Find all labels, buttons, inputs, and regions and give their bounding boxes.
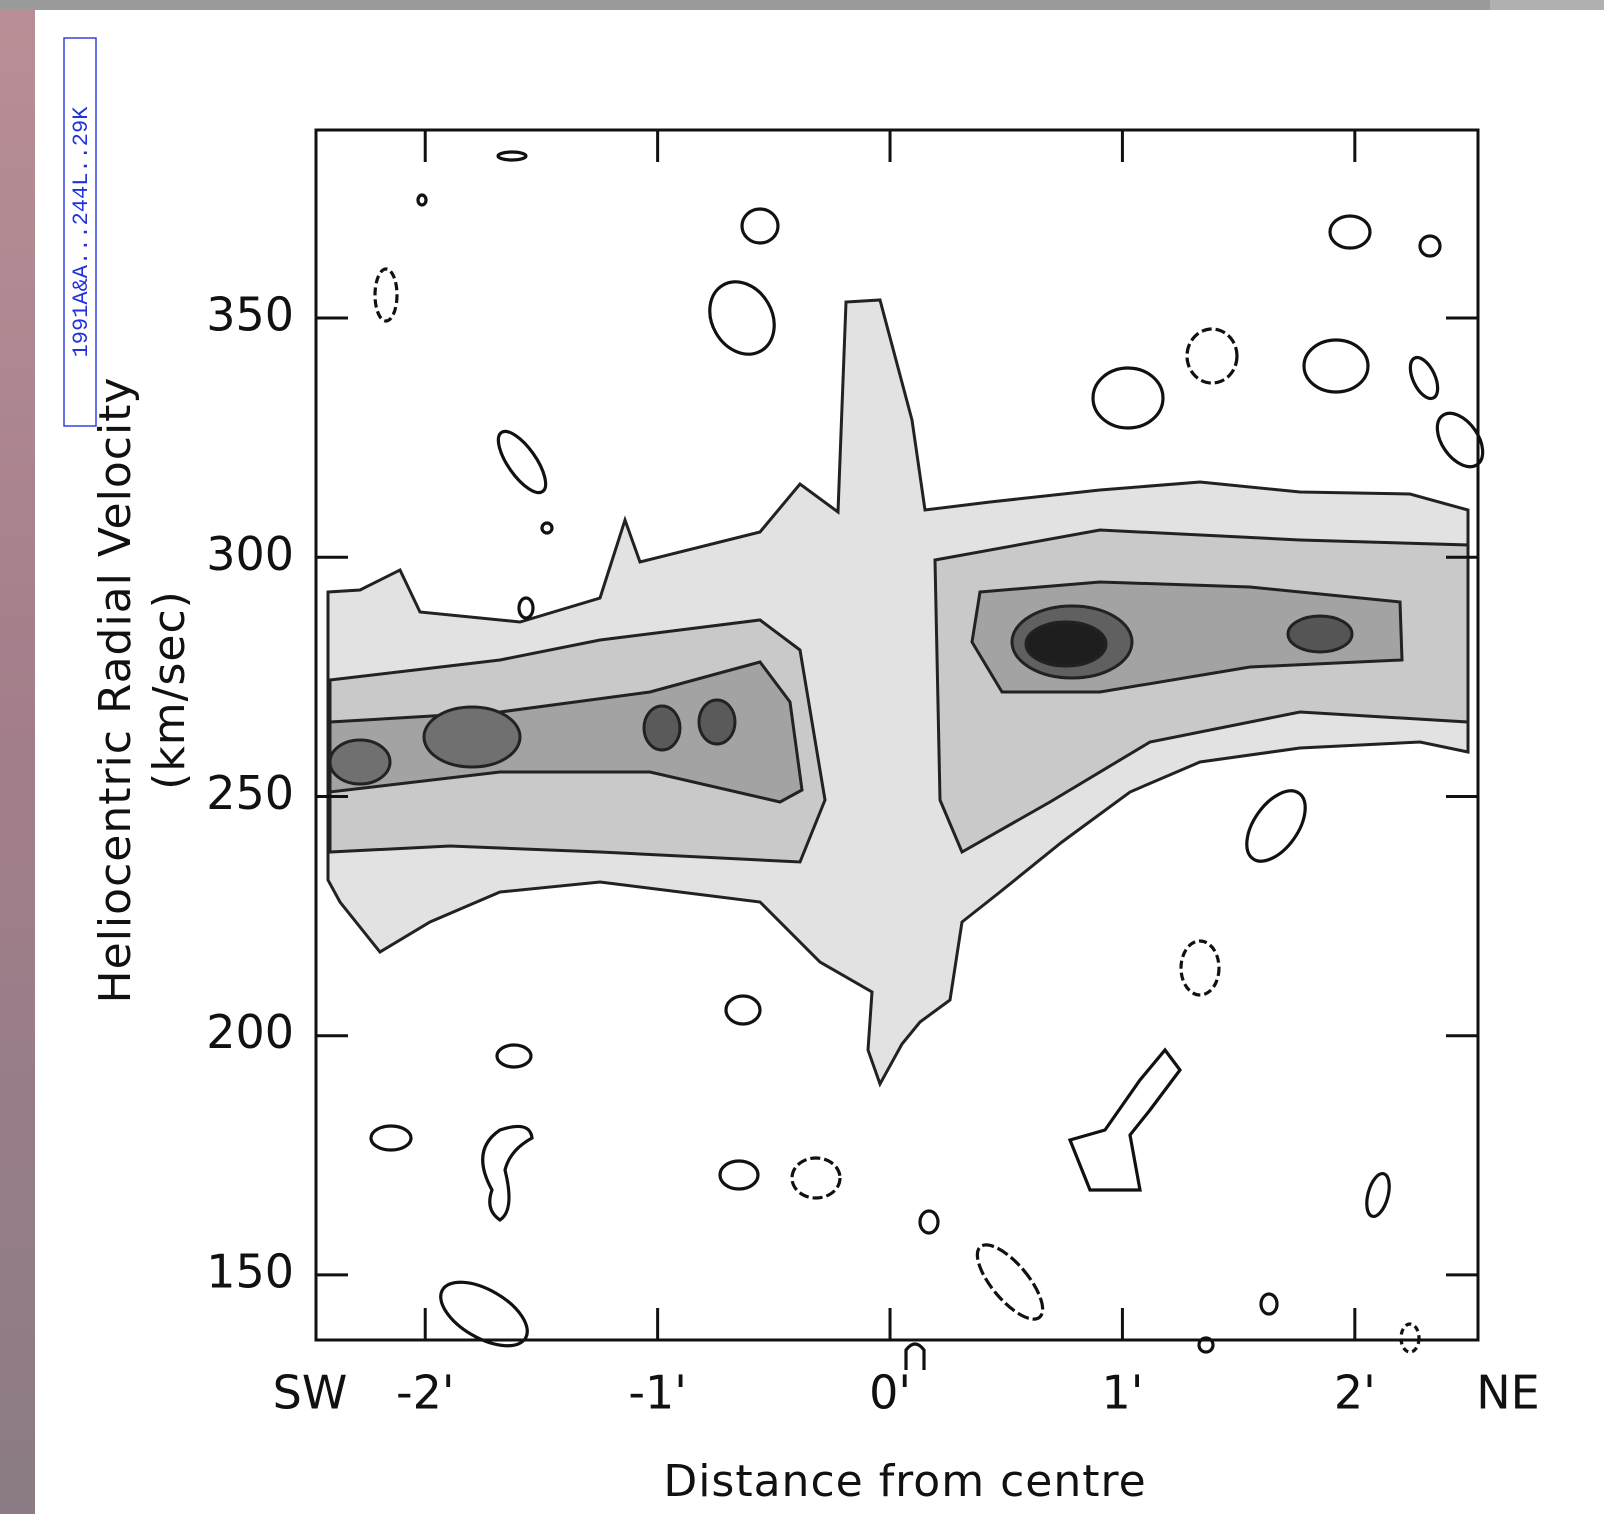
x-tick-label: 0' [869, 1366, 911, 1420]
contour-peak [422, 705, 522, 769]
contour-island [369, 1124, 413, 1152]
contour-island [495, 1043, 533, 1069]
plot-frame [314, 128, 1480, 1342]
contour-island [1408, 355, 1440, 401]
contour-island [1259, 1292, 1279, 1316]
contour-island [1399, 1322, 1421, 1354]
y-tick-label: 350 [206, 288, 294, 342]
stamp: 1991A&A...244L..29K [69, 106, 94, 358]
contour-island [790, 1156, 842, 1200]
contour-peak [697, 698, 737, 746]
contour-island [1091, 366, 1165, 430]
top-bar-right [1490, 0, 1604, 10]
contour-island [496, 150, 528, 162]
contour-peak [642, 704, 682, 752]
contour-island [1179, 939, 1221, 997]
contour-island [540, 521, 554, 535]
contour-island [724, 994, 762, 1026]
contour-island [1365, 1171, 1391, 1219]
contour-island [1185, 327, 1239, 385]
contour-peak [1024, 620, 1108, 668]
contour-island [496, 429, 548, 495]
contour-island [1302, 338, 1370, 394]
y-axis-title: Heliocentric Radial Velocity [90, 377, 141, 1004]
contour-island [517, 596, 535, 620]
x-tick-label: 1' [1101, 1366, 1143, 1420]
y-axis-unit: (km/sec) [144, 590, 195, 790]
contour-island [416, 193, 428, 207]
x-direction-label: SW [273, 1366, 348, 1420]
contour-level-1 [326, 298, 1470, 1088]
y-tick-label: 250 [206, 766, 294, 820]
contour-island [1197, 1336, 1215, 1354]
contour-island [1245, 789, 1307, 863]
contour-island [373, 267, 399, 323]
contour-peak [328, 738, 392, 786]
contour-island [1067, 1047, 1182, 1192]
contour-peak [1286, 614, 1354, 654]
contour-island [975, 1243, 1045, 1321]
contour-island [439, 1280, 529, 1348]
x-tick-label: -2' [396, 1366, 455, 1420]
contour-island [918, 1209, 940, 1235]
stamp-box [63, 37, 97, 427]
contour-island [904, 1342, 926, 1370]
x-tick-label: -1' [628, 1366, 687, 1420]
y-tick-label: 200 [206, 1005, 294, 1059]
contour-island [1418, 234, 1442, 258]
top-bar [0, 0, 1604, 10]
x-axis-title: Distance from centre [663, 1456, 1146, 1507]
contour-island [740, 207, 780, 245]
background-strip [0, 0, 35, 1514]
contours [326, 150, 1485, 1370]
x-tick-label: 2' [1334, 1366, 1376, 1420]
contour-level-3 [328, 660, 804, 804]
y-tick-label: 150 [206, 1244, 294, 1298]
y-tick-label: 300 [206, 527, 294, 581]
contour-island [1435, 411, 1485, 469]
contour-island [1328, 214, 1372, 250]
contour-island [718, 1159, 760, 1191]
contour-island [708, 280, 776, 356]
x-direction-label: NE [1476, 1366, 1539, 1420]
contour-island [481, 1124, 534, 1222]
